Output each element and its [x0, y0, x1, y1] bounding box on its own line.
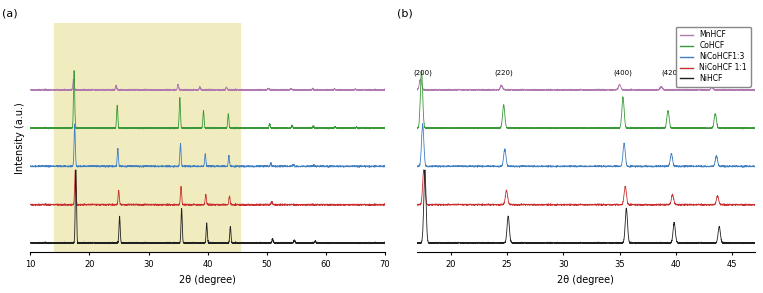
- Text: (220): (220): [494, 70, 513, 76]
- X-axis label: 2θ (degree): 2θ (degree): [558, 275, 614, 285]
- Text: (a): (a): [2, 8, 18, 18]
- Text: (420): (420): [661, 70, 680, 76]
- Text: (422): (422): [706, 70, 725, 76]
- Text: (200): (200): [414, 70, 432, 76]
- Bar: [54, 23, 240, 253]
- Legend: MnHCF, CoHCF, NiCoHCF1:3, NiCoHCF 1:1, NiHCF: MnHCF, CoHCF, NiCoHCF1:3, NiCoHCF 1:1, N…: [676, 27, 751, 87]
- Y-axis label: Intensity (a.u.): Intensity (a.u.): [14, 102, 25, 173]
- Text: (400): (400): [613, 70, 633, 76]
- X-axis label: 2θ (degree): 2θ (degree): [179, 275, 236, 285]
- Text: (b): (b): [397, 8, 413, 18]
